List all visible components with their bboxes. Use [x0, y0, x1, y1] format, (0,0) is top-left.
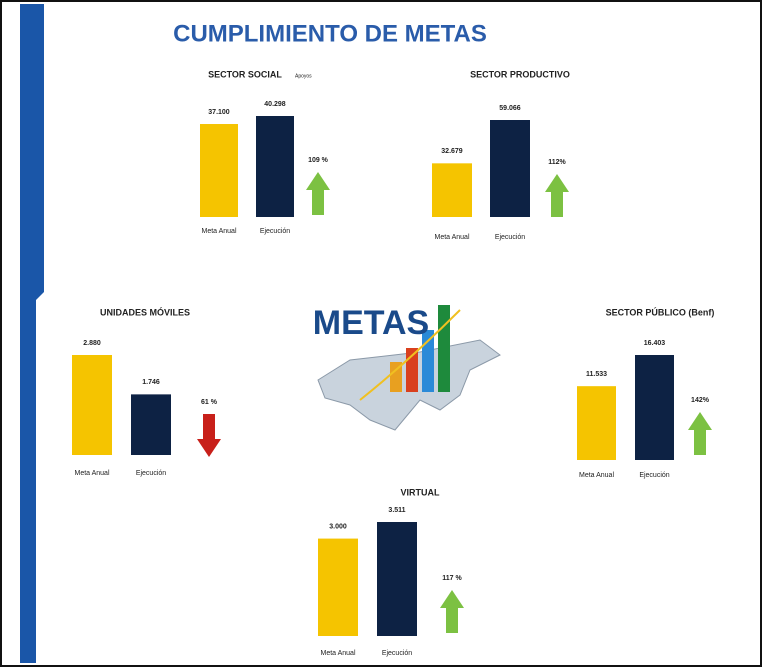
trend-arrow	[197, 414, 221, 457]
bar	[635, 355, 674, 460]
chart-title: VIRTUAL	[401, 487, 440, 497]
category-label: Meta Anual	[74, 470, 109, 477]
trend-arrow	[545, 174, 569, 217]
value-label: 2.880	[83, 340, 101, 347]
deco-line	[359, 309, 461, 401]
value-label: 59.066	[499, 105, 521, 112]
value-label: 32.679	[441, 148, 463, 155]
category-label: Meta Anual	[579, 472, 614, 479]
trend-arrow	[688, 412, 712, 455]
chart-subtitle: Apoyos	[295, 73, 312, 79]
percent-label: 117 %	[442, 575, 462, 582]
trend-arrow	[440, 590, 464, 633]
bar	[318, 538, 358, 636]
category-label: Ejecución	[639, 472, 669, 479]
bar	[72, 355, 112, 455]
bar	[490, 120, 530, 217]
category-label: Meta Anual	[201, 228, 236, 235]
bar	[577, 386, 616, 460]
side-strip	[20, 4, 44, 663]
chart-title: SECTOR PRODUCTIVO	[470, 69, 570, 79]
category-label: Meta Anual	[320, 650, 355, 657]
value-label: 37.100	[208, 109, 230, 116]
category-label: Ejecución	[136, 470, 166, 477]
bar	[256, 116, 294, 217]
category-label: Ejecución	[495, 234, 525, 241]
percent-label: 112%	[548, 159, 566, 166]
value-label: 11.533	[586, 371, 607, 378]
category-label: Ejecución	[382, 650, 412, 657]
percent-label: 61 %	[201, 399, 218, 406]
value-label: 3.511	[388, 507, 405, 514]
deco-bar	[390, 362, 402, 392]
bar	[200, 124, 238, 217]
value-label: 3.000	[329, 523, 347, 530]
category-label: Ejecución	[260, 228, 290, 235]
bar	[377, 522, 417, 636]
chart-title: SECTOR SOCIAL	[208, 69, 282, 79]
category-label: Meta Anual	[434, 234, 469, 241]
percent-label: 142%	[691, 397, 710, 404]
chart-title: UNIDADES MÓVILES	[100, 306, 190, 317]
value-label: 40.298	[264, 101, 286, 108]
bar	[432, 163, 472, 217]
bar	[131, 394, 171, 455]
percent-label: 109 %	[308, 157, 329, 164]
deco-bar	[438, 305, 450, 392]
chart-title: SECTOR PÚBLICO (Benf)	[606, 306, 715, 317]
value-label: 16.403	[644, 340, 666, 347]
deco-bar	[422, 330, 434, 392]
center-graphic: METAS	[313, 304, 501, 431]
value-label: 1.746	[142, 379, 160, 386]
logo-text: METAS	[313, 304, 429, 342]
page-title: CUMPLIMIENTO DE METAS	[173, 20, 487, 47]
trend-arrow	[306, 172, 330, 215]
